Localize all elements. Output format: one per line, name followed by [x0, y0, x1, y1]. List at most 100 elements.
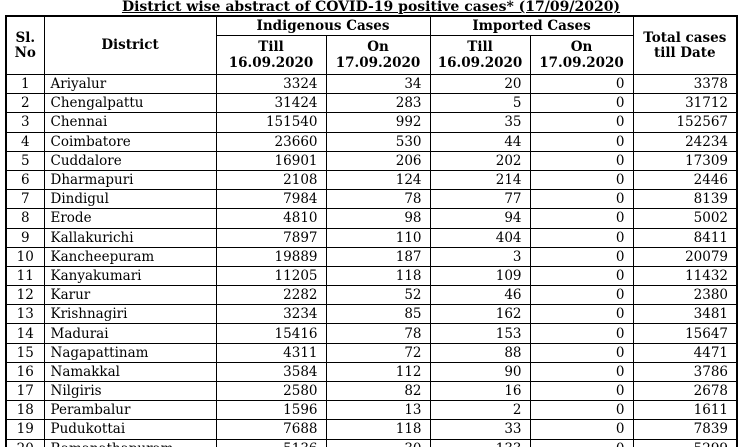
imported-on-cell: 0	[529, 246, 634, 267]
indigenous-till-cell: 151540	[215, 112, 327, 133]
indigenous-on-cell: 78	[325, 189, 431, 210]
table-row: 2 Chengalpattu 31424 283 5 0 31712	[5, 93, 738, 114]
covid-cases-table: Sl. No District Indigenous Cases Imported…	[5, 15, 739, 447]
table-row: 19 Pudukottai 7688 118 33 0 7839	[5, 419, 738, 440]
sl-no-cell: 10	[5, 246, 45, 267]
district-cell: Ramanathapuram	[43, 438, 217, 447]
till-date: 16.09.2020	[437, 55, 523, 71]
sl-no-cell: 20	[5, 438, 45, 447]
district-cell: Kallakurichi	[43, 227, 217, 248]
header-sl-line2: No	[14, 44, 36, 61]
indigenous-on-cell: 72	[325, 342, 431, 363]
sl-no-cell: 1	[5, 73, 45, 95]
table-row: 3 Chennai 151540 992 35 0 152567	[5, 112, 738, 133]
total-cell: 24234	[632, 131, 738, 152]
imported-till-cell: 109	[429, 265, 531, 287]
indigenous-till-cell: 4810	[215, 208, 327, 229]
sl-no-cell: 14	[5, 323, 45, 344]
district-cell: Nagapattinam	[43, 342, 217, 363]
imported-till-cell: 44	[429, 131, 531, 152]
imported-till-cell: 404	[429, 227, 531, 248]
table-row: 12 Karur 2282 52 46 0 2380	[5, 285, 738, 306]
sl-no-cell: 12	[5, 285, 45, 306]
indigenous-till-cell: 2108	[215, 169, 327, 191]
sl-no-cell: 13	[5, 304, 45, 325]
total-cell: 8411	[632, 227, 738, 248]
on-date: 17.09.2020	[335, 55, 421, 71]
imported-till-cell: 33	[429, 419, 531, 440]
indigenous-on-cell: 283	[325, 93, 431, 114]
imported-on-cell: 0	[529, 208, 634, 229]
indigenous-on-cell: 992	[325, 112, 431, 133]
till-label: Till	[467, 39, 493, 55]
district-cell: Nilgiris	[43, 380, 217, 402]
imported-on-cell: 0	[529, 150, 634, 171]
imported-on-cell: 0	[529, 227, 634, 248]
indigenous-till-cell: 2282	[215, 285, 327, 306]
indigenous-on-cell: 118	[325, 419, 431, 440]
imported-on-cell: 0	[529, 304, 634, 325]
indigenous-on-cell: 30	[325, 438, 431, 447]
indigenous-till-cell: 7984	[215, 189, 327, 210]
total-cell: 20079	[632, 246, 738, 267]
indigenous-on-cell: 13	[325, 400, 431, 421]
imported-on-cell: 0	[529, 265, 634, 287]
district-cell: Pudukottai	[43, 419, 217, 440]
total-cell: 8139	[632, 189, 738, 210]
sl-no-cell: 3	[5, 112, 45, 133]
district-cell: Karur	[43, 285, 217, 306]
total-cell: 3786	[632, 361, 738, 383]
indigenous-on-cell: 118	[325, 265, 431, 287]
imported-till-cell: 94	[429, 208, 531, 229]
imported-till-cell: 88	[429, 342, 531, 363]
indigenous-on-cell: 78	[325, 323, 431, 344]
on-date: 17.09.2020	[539, 55, 624, 71]
imported-till-cell: 16	[429, 380, 531, 402]
total-cell: 5299	[632, 438, 738, 447]
sl-no-cell: 19	[5, 419, 45, 440]
district-cell: Dharmapuri	[43, 169, 217, 191]
district-cell: Chengalpattu	[43, 93, 217, 114]
table-row: 18 Perambalur 1596 13 2 0 1611	[5, 400, 738, 421]
indigenous-till-cell: 31424	[215, 93, 327, 114]
indigenous-till-cell: 11205	[215, 265, 327, 287]
table-body: 1 Ariyalur 3324 34 20 0 3378 2 Chengalpa…	[5, 73, 738, 447]
indigenous-on-cell: 124	[325, 169, 431, 191]
imported-on-cell: 0	[529, 361, 634, 383]
total-cell: 1611	[632, 400, 738, 421]
indigenous-on-cell: 206	[325, 150, 431, 171]
indigenous-on-cell: 34	[325, 73, 431, 95]
total-cell: 17309	[632, 150, 738, 171]
imported-till-cell: 20	[429, 73, 531, 95]
indigenous-till-cell: 1596	[215, 400, 327, 421]
table-row: 11 Kanyakumari 11205 118 109 0 11432	[5, 265, 738, 287]
total-cell: 31712	[632, 93, 738, 114]
total-cell: 3481	[632, 304, 738, 325]
page-title: District wise abstract of COVID-19 posit…	[121, 0, 621, 15]
imported-on-cell: 0	[529, 419, 634, 440]
district-cell: Chennai	[43, 112, 217, 133]
sl-no-cell: 9	[5, 227, 45, 248]
imported-till-cell: 90	[429, 361, 531, 383]
table-row: 8 Erode 4810 98 94 0 5002	[5, 208, 738, 229]
district-cell: Coimbatore	[43, 131, 217, 152]
district-cell: Madurai	[43, 323, 217, 344]
imported-till-cell: 2	[429, 400, 531, 421]
imported-till-cell: 162	[429, 304, 531, 325]
table-row: 20 Ramanathapuram 5136 30 133 0 5299	[5, 438, 738, 447]
header-total-line2: till Date	[653, 44, 716, 61]
header-imported-on: On 17.09.2020	[529, 35, 634, 75]
table-header: Sl. No District Indigenous Cases Imported…	[5, 15, 738, 75]
imported-on-cell: 0	[529, 285, 634, 306]
imported-till-cell: 77	[429, 189, 531, 210]
total-cell: 4471	[632, 342, 738, 363]
district-cell: Perambalur	[43, 400, 217, 421]
district-cell: Cuddalore	[43, 150, 217, 171]
imported-till-cell: 46	[429, 285, 531, 306]
indigenous-till-cell: 19889	[215, 246, 327, 267]
imported-on-cell: 0	[529, 189, 634, 210]
indigenous-till-cell: 16901	[215, 150, 327, 171]
indigenous-till-cell: 2580	[215, 380, 327, 402]
sl-no-cell: 16	[5, 361, 45, 383]
total-cell: 2446	[632, 169, 738, 191]
